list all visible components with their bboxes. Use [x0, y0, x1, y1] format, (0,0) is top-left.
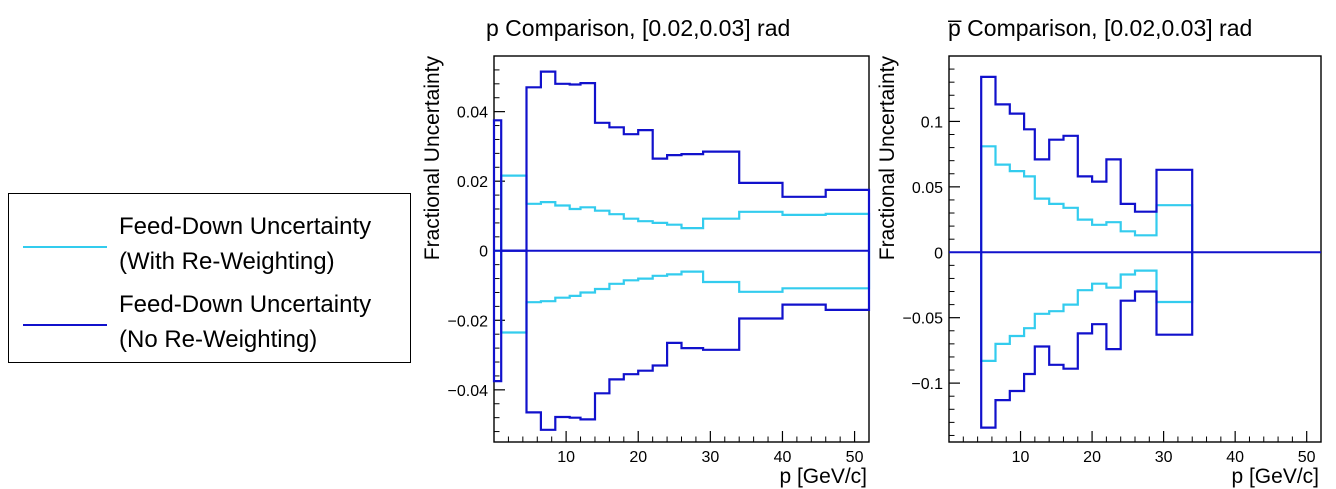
- y-tick-label: −0.05: [903, 311, 944, 328]
- series-1-lower: [494, 249, 871, 334]
- y-axis-label: Fractional Uncertainty: [876, 56, 899, 261]
- chart-title: p Comparison, [0.02,0.03] rad: [486, 15, 790, 41]
- x-axis-label: p [GeV/c]: [779, 465, 867, 488]
- legend-entry-with-reweighting: Feed-Down Uncertainty (With Re-Weighting…: [9, 204, 410, 284]
- x-tick-label: 30: [701, 449, 719, 466]
- x-tick-label: 50: [1298, 449, 1316, 466]
- legend-line-with-reweighting: [23, 246, 107, 248]
- series-1-lower: [980, 252, 1194, 362]
- y-tick-label: 0: [934, 245, 943, 262]
- x-tick-label: 10: [557, 449, 575, 466]
- y-tick-label: −0.1: [911, 376, 943, 393]
- x-tick-label: 50: [846, 449, 864, 466]
- chart-2: p̅ Comparison, [0.02,0.03] rad 10 20 30 40 50…: [876, 15, 1322, 488]
- plot-frame: [493, 55, 870, 443]
- y-tick-label: 0.1: [921, 114, 943, 131]
- legend-entry-no-reweighting: Feed-Down Uncertainty (No Re-Weighting): [9, 282, 410, 362]
- series-1-upper: [980, 145, 1194, 253]
- y-tick-label: 0: [479, 244, 488, 261]
- x-tick-label: 20: [629, 449, 647, 466]
- y-axis-label: Fractional Uncertainty: [421, 56, 444, 261]
- legend: Feed-Down Uncertainty (With Re-Weighting…: [8, 193, 411, 363]
- y-tick-label: −0.04: [448, 383, 489, 400]
- x-tick-label: 40: [774, 449, 792, 466]
- legend-line-no-reweighting: [23, 324, 107, 326]
- x-tick-label: 10: [1012, 449, 1030, 466]
- legend-label-with-reweighting-line2: (With Re-Weighting): [119, 248, 335, 275]
- series-2-upper: [492, 70, 871, 252]
- y-tick-label: −0.02: [448, 313, 489, 330]
- series-1-upper: [494, 174, 871, 252]
- x-tick-label: 30: [1155, 449, 1173, 466]
- chart-title: p̅ Comparison, [0.02,0.03] rad: [948, 15, 1253, 41]
- legend-label-no-reweighting-line2: (No Re-Weighting): [119, 326, 318, 353]
- x-axis-label: p [GeV/c]: [1231, 465, 1319, 488]
- series-2-lower: [492, 249, 871, 431]
- y-tick-label: 0.04: [457, 105, 488, 122]
- legend-label-with-reweighting-line1: Feed-Down Uncertainty: [119, 213, 372, 240]
- series-2-lower: [980, 252, 1194, 429]
- y-tick-label: 0.02: [457, 174, 488, 191]
- x-tick-label: 40: [1226, 449, 1244, 466]
- plot-frame: [948, 55, 1322, 443]
- legend-label-no-reweighting-line1: Feed-Down Uncertainty: [119, 291, 372, 318]
- y-tick-label: 0.05: [912, 180, 943, 197]
- chart-1: p Comparison, [0.02,0.03] rad 10 20 30 40 50 −…: [421, 15, 871, 488]
- x-tick-label: 20: [1083, 449, 1101, 466]
- series-2-upper: [980, 75, 1194, 253]
